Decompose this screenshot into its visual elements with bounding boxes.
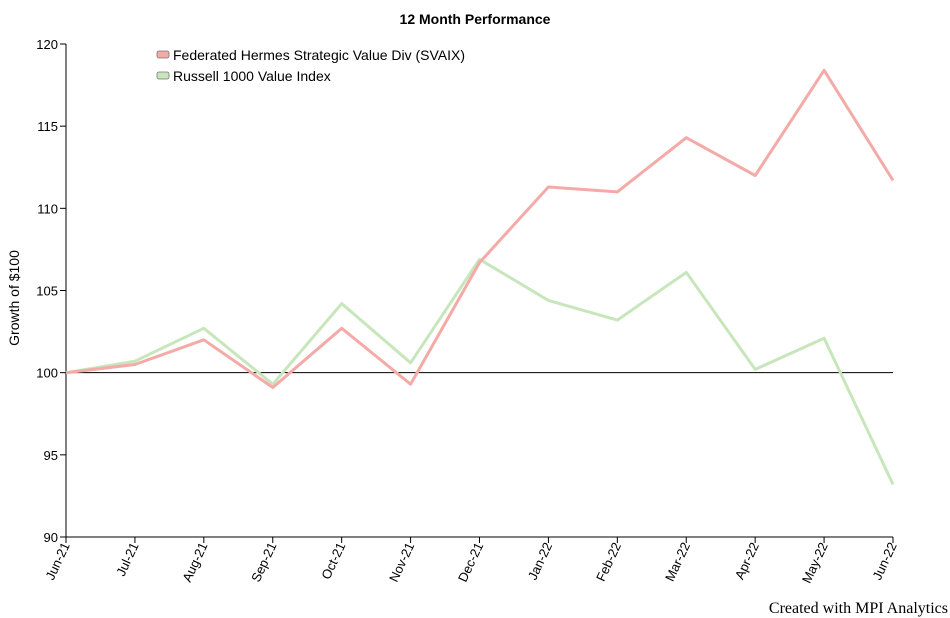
- y-tick-label: 110: [37, 201, 58, 216]
- series-line: [65, 68, 895, 389]
- legend-label: Russell 1000 Value Index: [173, 68, 331, 84]
- x-tick-label: Jun-22: [869, 540, 899, 582]
- y-tick-label: 90: [44, 530, 58, 545]
- y-tick-label: 95: [44, 448, 58, 463]
- y-tick-label: 120: [36, 37, 58, 52]
- x-tick-label: Dec-21: [455, 540, 486, 584]
- x-tick-label: Oct-21: [318, 540, 348, 582]
- series-layer: [65, 68, 895, 486]
- legend: Federated Hermes Strategic Value Div (SV…: [156, 47, 465, 84]
- x-tick-label: Nov-21: [386, 540, 417, 584]
- x-tick-label: Jun-21: [42, 540, 72, 582]
- legend-swatch: [156, 71, 170, 80]
- y-axis-label: Growth of $100: [6, 250, 22, 346]
- y-tick-label: 115: [37, 119, 58, 134]
- legend-label: Federated Hermes Strategic Value Div (SV…: [173, 47, 465, 63]
- x-tick-label: Sep-21: [248, 540, 279, 584]
- y-tick-label: 100: [36, 366, 58, 381]
- chart-title: 12 Month Performance: [400, 11, 551, 27]
- x-tick-label: Jul-21: [113, 540, 142, 578]
- x-tick-label: Jan-22: [525, 540, 555, 582]
- x-tick-label: Aug-21: [179, 540, 210, 584]
- x-tick-label: Feb-22: [593, 540, 624, 584]
- series-line: [65, 257, 895, 486]
- x-tick-label: Mar-22: [662, 540, 693, 584]
- legend-swatch: [156, 50, 170, 59]
- footer-credit: Created with MPI Analytics: [768, 600, 948, 617]
- y-tick-label: 105: [36, 284, 58, 299]
- axes: 90 95 100 105 110 115 120 Jun-21 Jul-21 Aug-21 Sep…: [36, 37, 899, 586]
- x-tick-label: May-22: [799, 540, 831, 586]
- x-tick-label: Apr-22: [732, 540, 762, 582]
